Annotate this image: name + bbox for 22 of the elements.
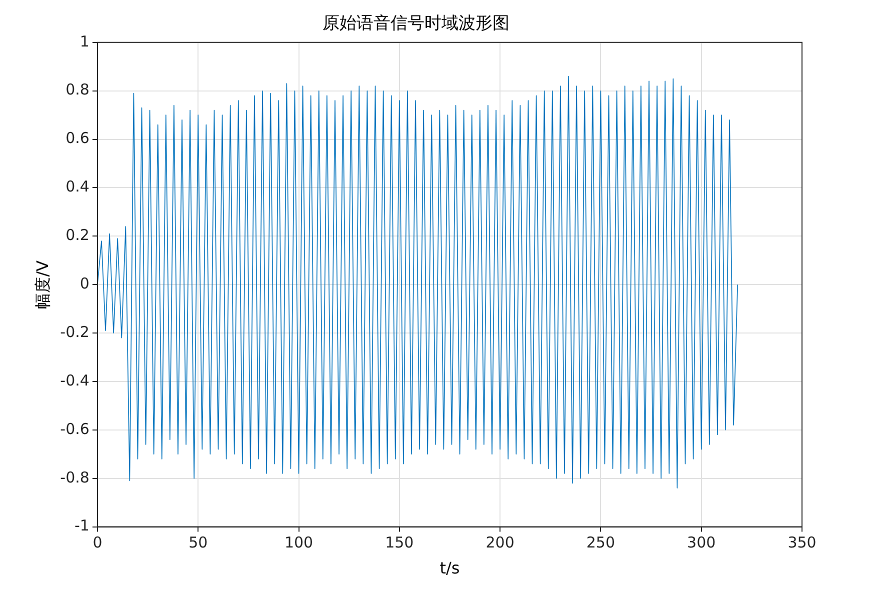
y-tick-label: 0.6 — [66, 129, 90, 148]
y-tick-label: 0.8 — [66, 80, 90, 99]
x-tick-label: 150 — [385, 534, 414, 552]
x-tick-label: 100 — [284, 534, 314, 552]
chart-title: 原始语音信号时域波形图 — [322, 14, 510, 34]
x-tick-label: 250 — [586, 534, 616, 552]
y-tick-label: 1 — [80, 32, 90, 50]
y-tick-label: -0.4 — [60, 371, 90, 390]
x-tick-label: 0 — [92, 534, 102, 552]
y-tick-label: -0.6 — [60, 420, 90, 438]
y-tick-label: -1 — [74, 516, 90, 535]
y-axis-title: 幅度/V — [32, 260, 52, 309]
x-tick-label: 350 — [788, 534, 816, 552]
x-tick-label: 300 — [687, 534, 716, 552]
x-axis-title: t/s — [440, 558, 460, 578]
y-tick-label: 0 — [80, 274, 90, 292]
x-tick-label: 200 — [486, 534, 514, 552]
y-tick-label: -0.8 — [60, 468, 90, 486]
y-tick-label: -0.2 — [60, 322, 90, 341]
y-tick-label: 0.4 — [66, 178, 90, 196]
y-tick-label: 0.2 — [66, 226, 90, 244]
x-tick-label: 50 — [188, 534, 208, 552]
